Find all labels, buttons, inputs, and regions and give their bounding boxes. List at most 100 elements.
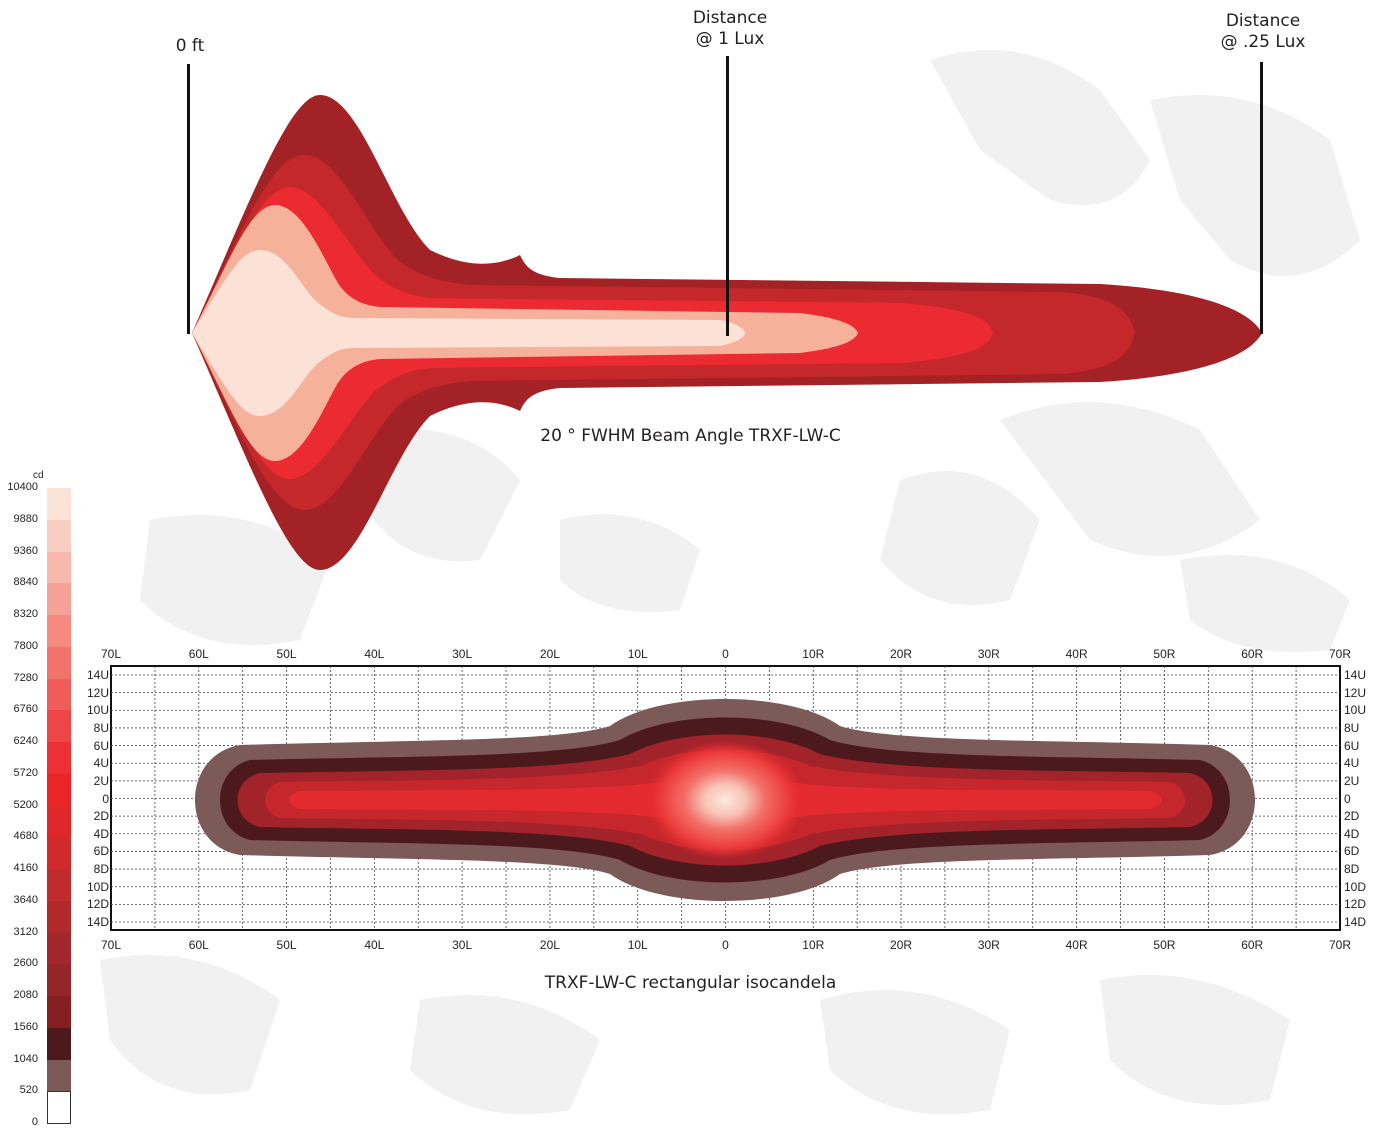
x-tick-label-bottom: 30L [452,938,473,952]
iso-contours [195,699,1255,901]
x-tick-label-bottom: 10L [627,938,648,952]
x-tick-label-top: 10R [802,647,825,661]
y-tick-label-right: 2U [1344,773,1360,788]
x-tick-label-bottom: 50R [1153,938,1176,952]
x-tick-label-top: 50L [276,647,297,661]
y-tick-label-left: 6U [93,738,109,753]
x-tick-label-top: 60L [188,647,209,661]
y-tick-label-left: 10U [86,703,109,718]
marker-label-0ft: 0 ft [175,36,205,56]
scale-swatch [47,678,71,711]
scale-tick-label: 3640 [13,893,38,906]
x-tick-label-bottom: 60L [188,938,209,952]
scale-swatch [47,932,71,965]
y-tick-label-right: 4U [1344,756,1360,771]
y-tick-label-left: 2D [93,809,109,824]
scale-tick-label: 1040 [13,1052,38,1065]
y-tick-label-right: 12D [1344,897,1367,912]
scale-tick-label: 2600 [13,957,38,970]
x-tick-label-top: 20R [890,647,913,661]
scale-swatch [47,900,71,933]
scale-swatch [47,837,71,870]
scale-tick-label: 10400 [7,481,38,493]
scale-swatch [47,1091,71,1124]
scale-tick-label: 7280 [13,671,38,684]
x-tick-label-bottom: 10R [802,938,825,952]
scale-tick-label: 4160 [13,862,38,874]
scale-tick-label: 6760 [13,703,38,716]
scale-tick-label: 8840 [13,576,38,589]
y-tick-label-right: 0 [1344,791,1351,806]
x-tick-label-bottom: 20R [890,938,913,952]
y-tick-label-right: 8D [1344,862,1360,877]
scale-swatch [47,805,71,838]
scale-tick-label: 5200 [13,798,38,811]
x-tick-label-top: 20L [539,647,560,661]
scale-tick-label: 4680 [13,830,38,843]
x-tick-label-bottom: 30R [977,938,1000,952]
x-tick-label-top: 50R [1153,647,1176,661]
scale-tick-label: 7800 [13,639,38,652]
scale-tick-label: 1560 [13,1020,38,1033]
color-scale-bar [47,488,71,1124]
isocandela-title: TRXF-LW-C rectangular isocandela [544,973,837,993]
scale-swatch [47,488,71,521]
y-tick-label-right: 14U [1344,668,1367,682]
y-tick-label-left: 12U [86,685,109,700]
x-tick-label-bottom: 40R [1065,938,1088,952]
beam-band-1lux [192,250,745,416]
x-tick-label-bottom: 40L [364,938,385,952]
x-tick-label-top: 30R [977,647,1000,661]
y-tick-label-right: 12U [1344,685,1367,700]
x-tick-label-top: 30L [452,647,473,661]
scale-swatch [47,583,71,616]
y-tick-label-left: 4D [93,826,109,841]
scale-swatch [47,773,71,806]
y-tick-label-left: 14U [86,668,109,682]
x-tick-label-bottom: 20L [539,938,560,952]
x-tick-label-top: 60R [1241,647,1264,661]
scale-unit-label: cd [33,470,44,481]
x-tick-label-bottom: 70L [100,938,122,952]
y-tick-label-left: 4U [93,756,109,771]
scale-swatch [47,710,71,743]
scale-swatch [47,519,71,552]
scale-swatch [47,996,71,1029]
scale-tick-label: 2080 [13,989,38,1001]
x-tick-label-bottom: 0 [722,938,729,952]
marker-line-0ft [187,64,190,334]
scale-tick-label: 8320 [13,608,38,620]
y-tick-label-right: 6D [1344,844,1360,859]
y-tick-label-right: 4D [1344,826,1360,841]
x-tick-label-bottom: 60R [1241,938,1264,952]
marker-line-1lux [726,56,729,336]
x-tick-label-bottom: 70R [1328,938,1351,952]
x-tick-label-top: 0 [722,647,729,661]
scale-tick-label: 9360 [13,544,38,557]
scale-tick-label: 6240 [13,735,38,747]
y-tick-label-right: 2D [1344,809,1360,824]
marker-label-1lux: Distance @ 1 Lux [692,8,768,49]
marker-line-025lux [1260,62,1263,334]
y-tick-label-left: 8U [93,720,109,735]
scale-swatch [47,1027,71,1060]
y-tick-label-right: 10D [1344,879,1367,894]
x-tick-label-bottom: 50L [276,938,297,952]
marker-label-025lux: Distance @ .25 Lux [1220,11,1306,52]
x-tick-label-top: 70R [1328,647,1351,661]
x-tick-label-top: 70L [100,647,122,661]
scale-swatch [47,869,71,902]
scale-swatch [47,646,71,679]
scale-swatch [47,615,71,648]
x-tick-label-top: 40R [1065,647,1088,661]
y-tick-label-left: 10D [86,879,109,894]
y-tick-label-left: 14D [86,915,109,929]
scale-tick-label: 0 [31,1116,38,1128]
scale-swatch [47,1059,71,1092]
y-tick-label-left: 8D [93,862,109,877]
y-tick-label-left: 2U [93,773,109,788]
x-tick-label-top: 40L [364,647,385,661]
y-tick-label-left: 6D [93,844,109,859]
